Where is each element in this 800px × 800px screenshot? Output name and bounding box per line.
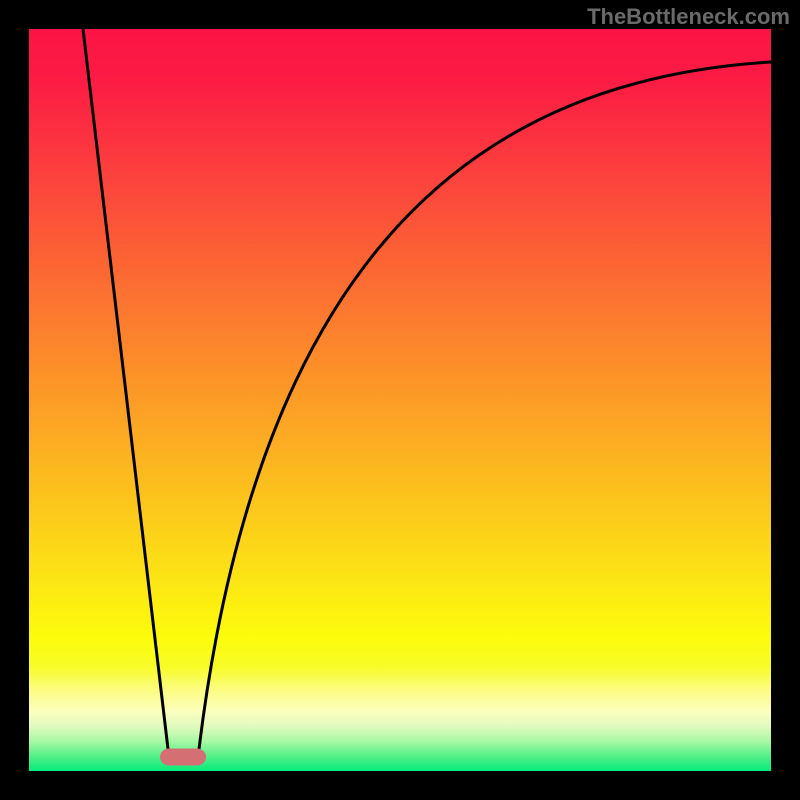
chart-svg	[0, 0, 800, 800]
bottleneck-marker	[160, 749, 206, 766]
chart-container: TheBottleneck.com	[0, 0, 800, 800]
watermark-label: TheBottleneck.com	[587, 4, 790, 30]
plot-background	[29, 29, 771, 771]
curve-left-descent	[83, 29, 168, 749]
curve-right-ascent	[199, 62, 771, 749]
